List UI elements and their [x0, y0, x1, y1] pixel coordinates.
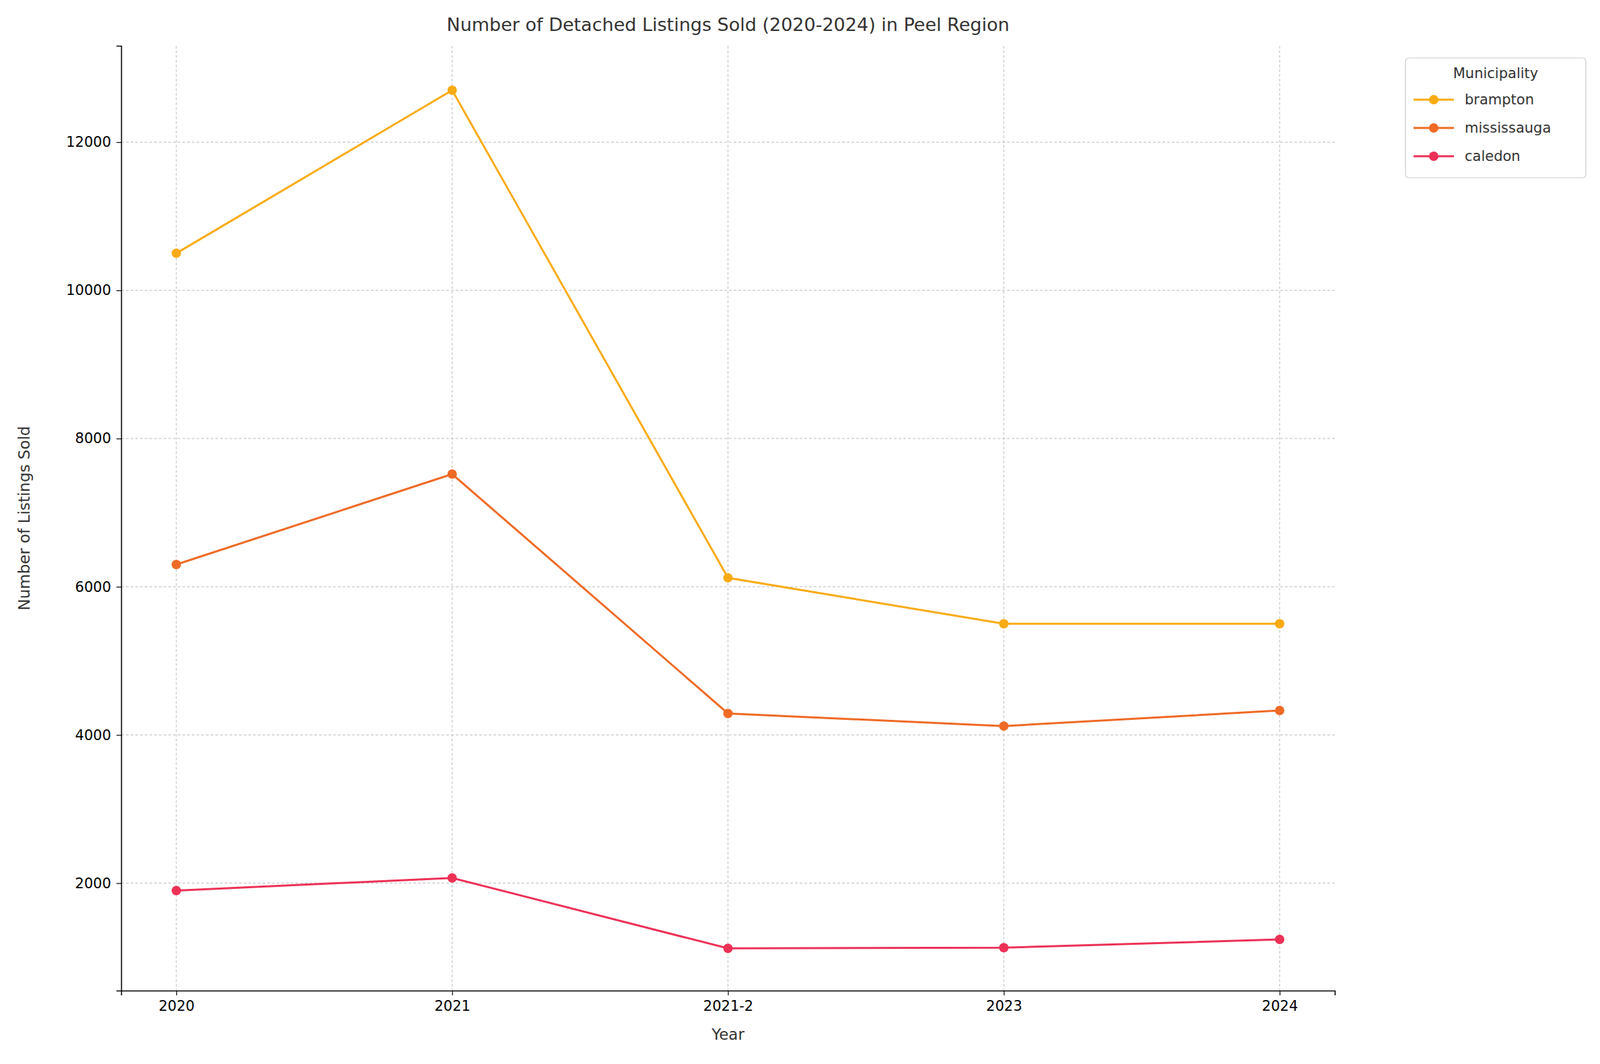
marker — [723, 572, 734, 583]
marker — [1274, 618, 1285, 629]
marker — [998, 942, 1009, 952]
marker — [171, 885, 182, 895]
chart: 2020 2021 2021-2 2023 2024 2000 4000 6000 8000 10… — [0, 0, 1600, 1064]
marker — [1274, 705, 1285, 715]
grid-line — [1003, 45, 1005, 991]
marker — [1274, 934, 1285, 944]
marker — [998, 618, 1009, 629]
tick-mark — [727, 990, 729, 995]
y-axis: 2000 4000 6000 8000 10000 12000 — [65, 46, 122, 991]
grid — [121, 45, 1335, 991]
tick: 2021-2 — [703, 990, 754, 1014]
marker — [447, 873, 458, 883]
x-axis-label: Year — [710, 1025, 745, 1043]
tick-label: 10000 — [65, 282, 112, 299]
tick-label: 2024 — [1262, 997, 1298, 1014]
marker — [447, 85, 458, 95]
tick-label: 4000 — [75, 726, 112, 744]
tick: 2024 — [1262, 990, 1298, 1014]
line — [176, 473, 1280, 726]
grid-line — [121, 586, 1335, 587]
legend-label: caledon — [1464, 148, 1521, 165]
tick: 2023 — [986, 990, 1022, 1014]
tick: 8000 — [75, 430, 122, 447]
tick: 2020 — [158, 990, 195, 1014]
tick-label: 6000 — [75, 578, 112, 596]
tick-mark — [116, 438, 122, 439]
tick-label: 2023 — [986, 997, 1022, 1014]
tick: 12000 — [65, 133, 122, 151]
x-axis: 2020 2021 2021-2 2023 2024 — [121, 990, 1336, 1014]
legend-box — [1405, 57, 1586, 178]
tick: 10000 — [65, 282, 122, 299]
marker — [723, 708, 734, 718]
tick: 4000 — [75, 726, 122, 744]
tick-mark — [452, 990, 454, 995]
axis-line — [121, 990, 1336, 996]
legend-label: mississauga — [1464, 119, 1551, 136]
title: Number of Detached Listings Sold (2020-2… — [446, 14, 1010, 36]
plot-area: 2020 2021 2021-2 2023 2024 2000 4000 6000 8000 10… — [65, 45, 1335, 1014]
tick: 2021 — [434, 990, 471, 1014]
tick-mark — [116, 586, 122, 587]
tick-mark — [116, 290, 122, 291]
tick-label: 2020 — [158, 997, 195, 1014]
legend-marker — [1429, 123, 1439, 133]
marker — [447, 469, 458, 479]
legend-marker — [1429, 94, 1439, 105]
marker — [171, 248, 182, 258]
tick: 6000 — [75, 578, 122, 596]
marker — [171, 559, 182, 569]
tick-mark — [116, 734, 122, 736]
legend-marker — [1429, 151, 1439, 161]
tick-label: 8000 — [75, 430, 112, 447]
line — [176, 90, 1280, 624]
tick-mark — [176, 990, 178, 995]
legend-label: brampton — [1464, 91, 1535, 108]
tick-mark — [1003, 990, 1005, 995]
marker — [723, 943, 734, 953]
tick-label: 2000 — [75, 875, 112, 892]
tick-label: 2021-2 — [703, 997, 754, 1014]
grid-line — [1278, 45, 1280, 991]
tick-label: 2021 — [434, 997, 471, 1014]
grid-line — [727, 45, 729, 991]
grid-line — [121, 290, 1335, 291]
grid-line — [121, 882, 1335, 884]
tick: 2000 — [75, 875, 122, 892]
legend: Municipality brampton mississauga caledon — [1405, 57, 1586, 178]
legend-title: Municipality — [1453, 65, 1539, 82]
tick-mark — [116, 142, 122, 143]
line — [176, 877, 1280, 949]
series-group — [171, 85, 1285, 953]
tick-mark — [116, 882, 122, 884]
y-axis-label: Number of Listings Sold — [15, 426, 33, 611]
axis-line — [116, 46, 122, 991]
tick-mark — [1279, 990, 1281, 995]
tick-label: 12000 — [65, 133, 112, 151]
marker — [998, 720, 1009, 731]
grid-line — [175, 45, 177, 991]
grid-line — [451, 45, 453, 991]
